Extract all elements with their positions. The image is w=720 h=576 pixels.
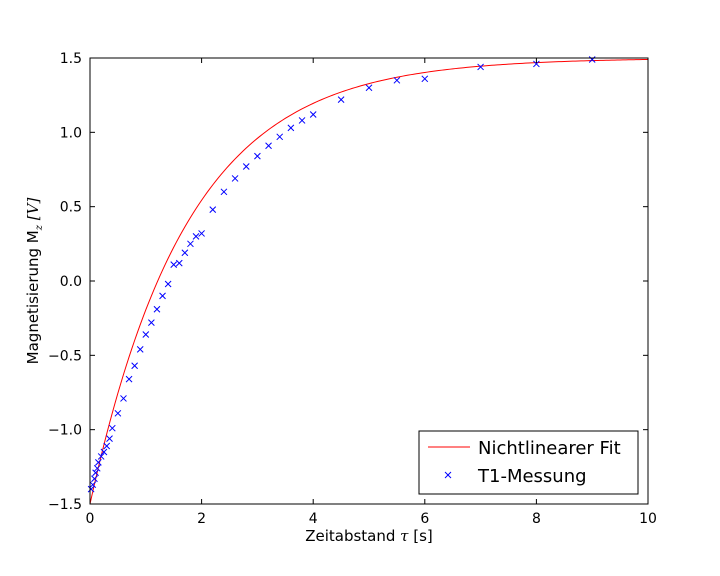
measurement-point — [298, 117, 306, 124]
plot-frame — [89, 57, 649, 505]
measurement-point — [91, 475, 98, 483]
y-tick-label: −0.5 — [48, 348, 82, 364]
measurement-point — [477, 63, 484, 71]
measurement-point — [309, 111, 317, 118]
measurement-point — [365, 84, 373, 92]
measurement-point — [142, 331, 150, 338]
measurement-point — [242, 163, 250, 170]
measurement-point — [588, 56, 596, 63]
measurement-point — [103, 442, 111, 450]
measurement-point — [192, 233, 200, 240]
x-tick-label: 8 — [532, 511, 541, 527]
measurement-point — [100, 448, 108, 456]
measurement-point — [164, 280, 172, 288]
x-tick-label: 6 — [420, 511, 429, 527]
measurement-point — [337, 96, 345, 103]
y-tick-label: 1.5 — [60, 51, 82, 67]
measurement-point — [287, 124, 295, 132]
measurement-point — [93, 464, 101, 472]
measurement-point — [265, 142, 272, 150]
measurement-point — [393, 76, 401, 84]
measurement-point — [153, 305, 161, 313]
x-tick-label: 10 — [639, 511, 657, 527]
measurement-point — [187, 240, 194, 248]
measurement-point — [170, 261, 178, 269]
x-axis-label: Zeitabstand τ [s] — [305, 527, 433, 545]
measurement-point — [131, 362, 138, 370]
y-tick-label: 1.0 — [60, 125, 82, 141]
x-tick-label: 4 — [309, 511, 318, 527]
measurement-point — [276, 133, 284, 141]
legend-fit-label: Nichtlinearer Fit — [478, 438, 621, 459]
measurement-point — [89, 481, 97, 489]
measurement-point — [198, 230, 205, 237]
measurement-point — [175, 259, 183, 267]
measurement-point — [209, 206, 217, 213]
legend-measurement-label: T1-Messung — [477, 466, 587, 487]
measurement-point — [97, 453, 105, 460]
plot-background — [90, 58, 648, 504]
measurement-point — [254, 152, 261, 160]
measurement-point — [106, 435, 113, 442]
measurement-point — [220, 188, 228, 196]
measurement-point — [125, 375, 133, 383]
measurement-point — [95, 459, 102, 466]
marker-layer — [87, 56, 596, 493]
measurement-point — [159, 292, 166, 300]
ticks-layer: 0 2 4 6 8 10 −1.5 −1.0 −0.5 0.0 0.5 1.0 1.5 — [48, 51, 657, 527]
y-tick-label: −1.5 — [48, 497, 82, 513]
y-tick-label: −1.0 — [48, 423, 82, 439]
x-tick-label: 2 — [197, 511, 206, 527]
measurement-point — [120, 395, 127, 402]
legend: Nichtlinearer Fit T1-Messung — [418, 430, 639, 495]
measurement-point — [148, 319, 155, 326]
measurement-point — [114, 409, 122, 417]
y-axis-label: Magnetisierung Mz [V] — [24, 198, 45, 365]
legend-measurement-swatch — [444, 471, 452, 479]
measurement-point — [181, 249, 189, 257]
measurement-point — [533, 60, 540, 68]
legend-box — [418, 430, 639, 495]
fit-curve — [89, 58, 649, 505]
y-tick-label: 0.0 — [60, 274, 82, 290]
x-tick-label: 0 — [86, 511, 95, 527]
measurement-point — [421, 75, 429, 83]
measurement-point — [136, 346, 144, 353]
y-tick-label: 0.5 — [60, 200, 82, 216]
measurement-point — [87, 485, 95, 493]
fit-layer — [89, 58, 649, 505]
measurement-point — [92, 469, 99, 477]
measurement-point — [108, 424, 116, 432]
measurement-point — [231, 175, 239, 182]
